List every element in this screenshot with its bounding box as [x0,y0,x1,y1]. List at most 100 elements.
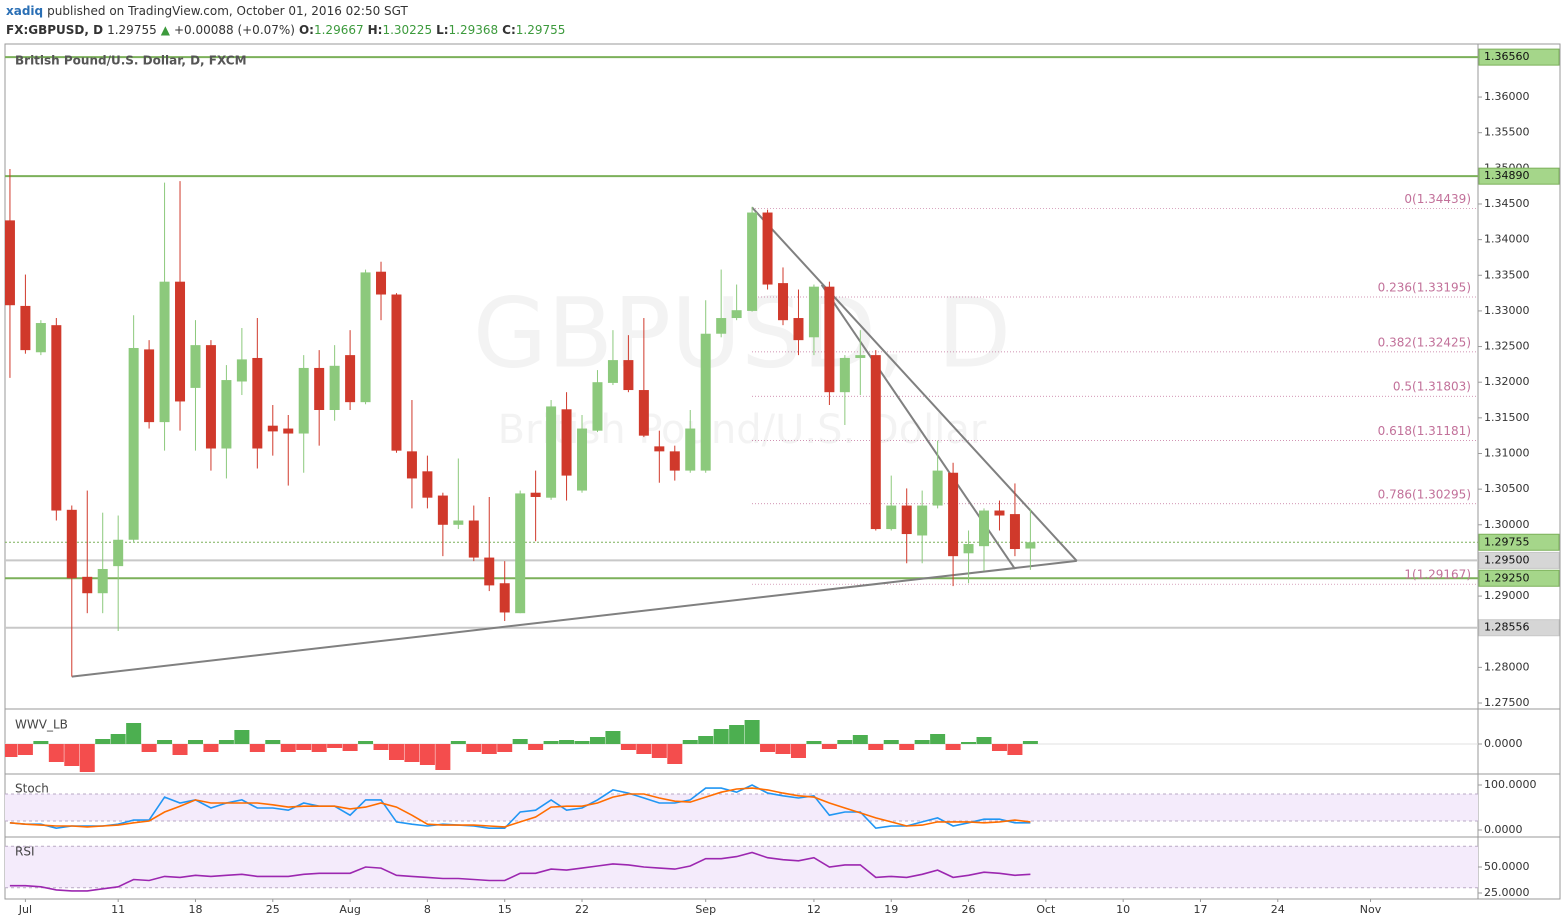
price-badge [1478,48,1560,66]
pane [5,720,1478,772]
histogram-bar [95,739,111,744]
histogram-bar [296,744,312,750]
candle-body [360,272,371,403]
fib-label: 0.5(1.31803) [1393,380,1471,394]
price: 1.29755 [107,23,157,37]
x-tick-label: 26 [962,903,976,916]
candle-body [437,495,448,525]
histogram-bar [234,730,250,744]
trend-line [71,559,1077,678]
candle-body [561,409,572,476]
candle-body [82,576,93,594]
x-tick-label: 17 [1193,903,1207,916]
histogram-bar [110,734,126,744]
histogram-bar [203,744,219,752]
histogram-bar [419,744,435,765]
candle-body [669,451,680,471]
candle-body [5,220,15,306]
candle-body [700,333,711,471]
y-tick-label: 1.31500 [1484,411,1530,424]
histogram-bar [1022,741,1038,744]
histogram-bar [64,744,80,766]
ohlc-value: 1.29667 [313,23,364,37]
histogram-bar [589,737,605,744]
fib-label: 1(1.29167) [1404,568,1471,582]
y-tick-label: 1.31000 [1484,446,1530,459]
histogram-bar [852,735,868,744]
x-tick-label: 10 [1116,903,1130,916]
candle-body [546,406,557,498]
x-tick-label: Sep [695,903,716,916]
histogram-bar [249,744,265,752]
histogram-bar [543,741,559,744]
candle-body [870,355,881,530]
pane-title: WWV_LB [15,718,68,732]
y-tick-label: 25.0000 [1484,886,1530,899]
candle-body [468,520,479,558]
candle-body [994,510,1005,516]
candle-body [175,281,186,402]
symbol: FX:GBPUSD, D [6,23,104,37]
ohlc-value: 1.29755 [515,23,566,37]
x-tick-label: 8 [424,903,431,916]
candle-body [221,380,232,449]
histogram-bar [17,744,33,755]
pane-title: RSI [15,845,35,859]
histogram-bar [187,740,203,744]
histogram-bar [172,744,188,755]
indicator-line [9,784,1031,830]
candle-body [948,472,959,557]
candle-body [1025,542,1036,549]
candle-body [577,428,588,491]
histogram-bar [33,741,49,744]
histogram-bar [806,741,822,744]
y-tick-label: 1.34000 [1484,233,1530,246]
candle-body [128,347,139,540]
histogram-bar [327,744,343,748]
histogram-bar [729,725,745,744]
histogram-bar [713,729,729,744]
x-tick-label: Jul [18,903,32,916]
candle-body [283,428,294,434]
histogram-bar [868,744,884,750]
histogram-bar [466,744,482,752]
y-tick-label: 1.30500 [1484,482,1530,495]
histogram-bar [605,731,621,744]
indicator-line [9,787,1031,828]
price-badge [1478,551,1560,569]
x-tick-label: Aug [339,903,360,916]
y-tick-label: 1.32500 [1484,340,1530,353]
y-tick-label: 1.33000 [1484,304,1530,317]
candle-body [778,283,789,321]
change: +0.00088 (+0.07%) [173,23,295,37]
x-tick-label: 18 [188,903,202,916]
histogram-bar [914,740,930,744]
header: xadiq published on TradingView.com, Octob… [6,2,565,40]
price-badge-label: 1.36560 [1484,50,1530,63]
y-tick-label: 1.36000 [1484,90,1530,103]
y-tick-label: 1.29000 [1484,589,1530,602]
candle-body [35,323,46,353]
x-tick-label: 12 [807,903,821,916]
ohlc-label: L: [436,23,449,37]
histogram-bar [373,744,389,750]
y-tick-label: 1.27500 [1484,696,1530,709]
histogram-bar [280,744,296,752]
candle-body [638,390,649,436]
frame [4,43,1561,900]
histogram-bar [388,744,404,760]
candle-body [329,365,340,411]
price-badge-label: 1.28556 [1484,621,1530,634]
price-badge [1478,167,1560,185]
candle-body [20,305,31,351]
fib-label: 0.618(1.31181) [1378,424,1471,438]
fib-label: 0.786(1.30295) [1378,487,1471,501]
candle-body [762,212,773,285]
trend-line [751,206,1078,562]
histogram-bar [5,744,18,757]
candle-body [515,493,526,614]
candle-body [499,583,510,613]
candle-body [422,471,433,498]
candle-body [298,367,309,434]
histogram-bar [837,740,853,744]
